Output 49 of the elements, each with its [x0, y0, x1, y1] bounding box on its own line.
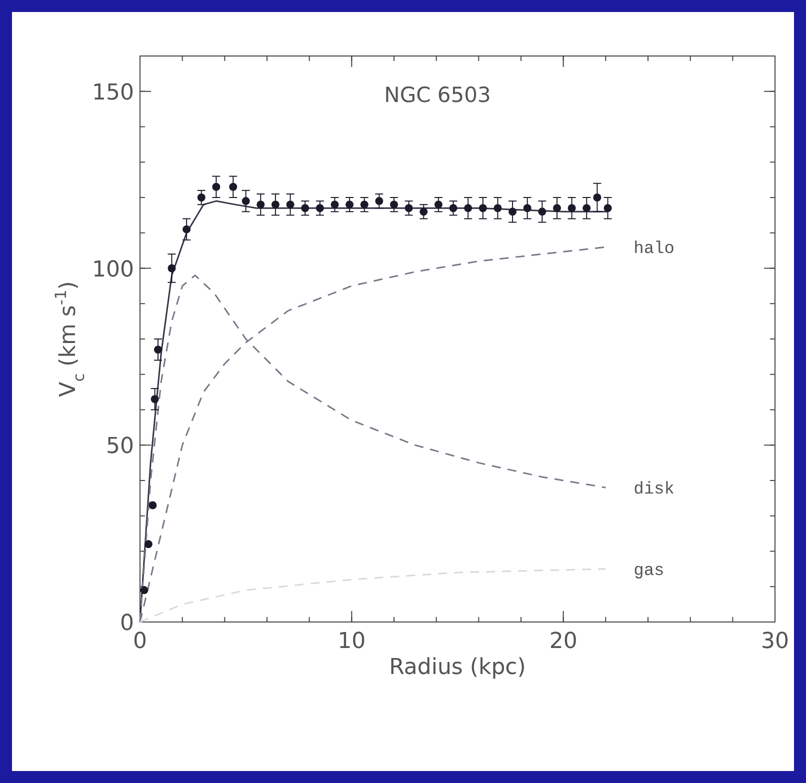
point — [144, 540, 152, 548]
point — [301, 204, 310, 212]
point — [449, 204, 458, 212]
point — [360, 200, 368, 209]
point — [148, 501, 157, 510]
point — [182, 225, 191, 234]
point — [212, 182, 220, 191]
point — [593, 194, 602, 202]
line-series — [139, 568, 606, 623]
x-tick-label: 10 — [338, 629, 366, 654]
series-label: disk — [634, 480, 674, 500]
point — [271, 200, 280, 209]
y-tick-label: 50 — [106, 434, 134, 460]
point — [197, 194, 206, 202]
point — [552, 204, 561, 212]
x-tick-label: 30 — [761, 629, 789, 654]
series-label: gas — [634, 562, 664, 581]
point — [375, 197, 384, 206]
point — [346, 200, 354, 209]
point — [286, 200, 294, 209]
point — [168, 264, 176, 272]
point — [229, 182, 238, 191]
point — [150, 395, 159, 404]
x-tick-label: 20 — [549, 629, 578, 654]
point — [604, 204, 612, 212]
point — [404, 204, 413, 212]
point — [316, 204, 324, 212]
point — [568, 204, 576, 212]
point — [464, 204, 472, 212]
point — [242, 197, 250, 206]
point — [523, 204, 532, 212]
point — [140, 586, 148, 594]
y-tick-label: 0 — [120, 611, 134, 636]
point — [582, 204, 591, 212]
point — [434, 200, 442, 209]
y-tick-label: 150 — [92, 80, 134, 106]
point — [420, 208, 428, 216]
x-axis-title: Radius (kpc) — [389, 655, 526, 680]
point — [494, 204, 502, 212]
series-label: halo — [634, 240, 674, 260]
point — [538, 208, 546, 216]
point — [256, 200, 265, 209]
point — [330, 200, 339, 209]
point — [390, 200, 398, 209]
y-tick-label: 100 — [92, 257, 134, 282]
point — [508, 208, 517, 216]
point — [478, 204, 487, 212]
point — [154, 346, 162, 354]
text: NGC 6503 — [384, 83, 491, 107]
